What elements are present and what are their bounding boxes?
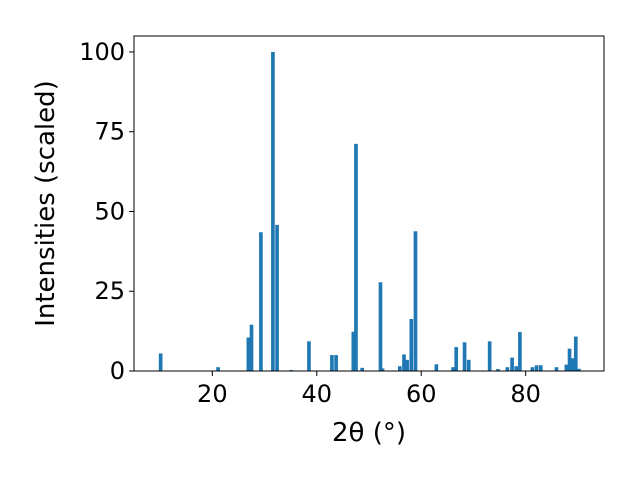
bar — [413, 231, 418, 371]
bar — [577, 368, 581, 371]
bar — [530, 367, 535, 371]
bar — [434, 364, 439, 371]
bar — [454, 347, 459, 371]
bar — [354, 143, 358, 371]
bar — [570, 358, 575, 371]
bar — [554, 367, 559, 371]
bar — [380, 368, 385, 371]
bar — [158, 353, 163, 371]
x-tick-label: 40 — [302, 380, 333, 408]
bar — [518, 332, 522, 371]
x-tick-label: 80 — [510, 380, 541, 408]
bar — [275, 224, 279, 371]
x-tick-label: 20 — [197, 380, 228, 408]
x-axis-label: 2θ (°) — [332, 418, 406, 448]
x-tick-label: 60 — [406, 380, 437, 408]
bar — [271, 51, 275, 371]
y-tick-label: 0 — [110, 357, 125, 385]
y-tick-label: 50 — [94, 197, 125, 225]
bar — [487, 341, 492, 371]
y-tick-label: 100 — [79, 38, 125, 66]
bar — [378, 282, 383, 371]
x-axis-ticks: 20 40 60 80 — [197, 371, 541, 408]
bar-series — [158, 51, 581, 371]
bar — [451, 367, 455, 371]
bar — [534, 365, 539, 371]
bar — [307, 341, 311, 371]
bar — [351, 331, 356, 371]
bar — [573, 336, 578, 371]
bar — [397, 366, 402, 371]
plot-frame — [133, 35, 605, 372]
bar — [402, 354, 406, 371]
bar — [505, 367, 510, 371]
bar — [567, 348, 572, 371]
bar — [246, 337, 251, 371]
bar — [510, 357, 514, 371]
bar — [330, 355, 334, 371]
bar — [514, 366, 519, 371]
bar — [405, 359, 409, 371]
y-tick-label: 25 — [94, 277, 125, 305]
bar — [496, 369, 500, 371]
bar — [249, 324, 254, 371]
bar — [334, 355, 338, 371]
bar — [409, 319, 414, 371]
y-axis-label: Intensities (scaled) — [31, 80, 61, 327]
bar — [466, 359, 471, 371]
bar — [538, 365, 543, 371]
y-tick-label: 75 — [94, 118, 125, 146]
bar — [216, 367, 220, 371]
bar — [564, 364, 569, 371]
bar — [462, 342, 467, 371]
bar — [360, 367, 365, 371]
bar — [259, 232, 263, 371]
y-axis-ticks: 0 25 50 75 100 — [79, 38, 134, 385]
